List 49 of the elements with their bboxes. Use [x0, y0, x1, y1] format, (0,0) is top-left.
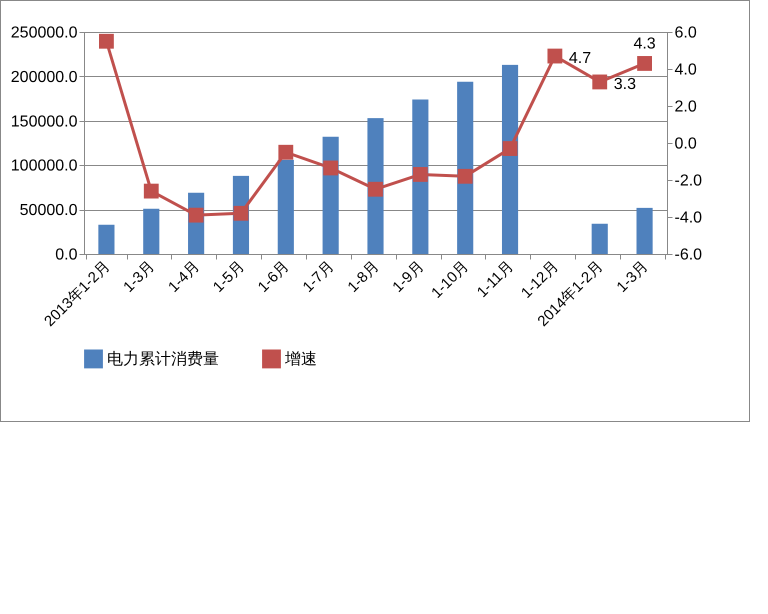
- x-tick-label: 1-9月: [389, 258, 428, 296]
- y2-tick-label: -6.0: [674, 246, 702, 264]
- legend-label: 增速: [284, 350, 317, 368]
- bar: [367, 118, 384, 254]
- data-label: 4.3: [633, 35, 656, 52]
- bar: [412, 99, 428, 254]
- x-tick-label: 1-6月: [254, 258, 293, 296]
- point: [547, 48, 562, 64]
- x-tick-label: 1-5月: [210, 258, 248, 296]
- bar: [98, 224, 114, 254]
- y2-tick-label: -2.0: [674, 172, 702, 190]
- x-tick-label: 1-4月: [165, 258, 203, 296]
- point: [592, 74, 608, 90]
- y-tick-label: 150000.0: [10, 113, 78, 130]
- x-tick-label: 1-11月: [474, 258, 517, 301]
- point: [323, 160, 338, 176]
- y-tick-label: 200000.0: [10, 68, 78, 86]
- y2-tick-label: 2.0: [674, 98, 697, 116]
- bar: [636, 208, 653, 254]
- bar: [143, 208, 160, 254]
- legend-label: 电力累计消费量: [107, 350, 219, 368]
- point: [278, 144, 294, 160]
- y-tick-label: 0.0: [55, 246, 78, 264]
- x-tick-label: 1-3月: [120, 258, 158, 296]
- y-tick-label: 50000.0: [20, 202, 78, 220]
- y2-tick-label: 0.0: [674, 136, 697, 152]
- data-label: 4.7: [568, 50, 592, 68]
- bar: [457, 82, 474, 254]
- y-tick-label: 250000.0: [10, 24, 78, 42]
- point: [144, 184, 159, 199]
- x-tick-label: 1-3月: [613, 258, 652, 296]
- bar: [592, 224, 608, 254]
- x-tick-label: 1-7月: [300, 258, 338, 296]
- point: [188, 208, 204, 223]
- bar: [278, 160, 294, 254]
- point: [502, 141, 518, 156]
- point: [368, 182, 383, 197]
- bar: [502, 64, 518, 254]
- data-label: 3.3: [614, 76, 636, 93]
- point: [458, 168, 473, 184]
- y2-tick-label: 6.0: [674, 24, 697, 42]
- y2-tick-label: -4.0: [674, 210, 702, 226]
- point: [412, 167, 428, 182]
- point: [234, 206, 248, 221]
- point: [637, 56, 652, 71]
- point: [99, 34, 114, 49]
- y-tick-label: 100000.0: [10, 158, 78, 175]
- y2-tick-label: 4.0: [674, 62, 697, 78]
- x-tick-label: 1-8月: [344, 258, 382, 296]
